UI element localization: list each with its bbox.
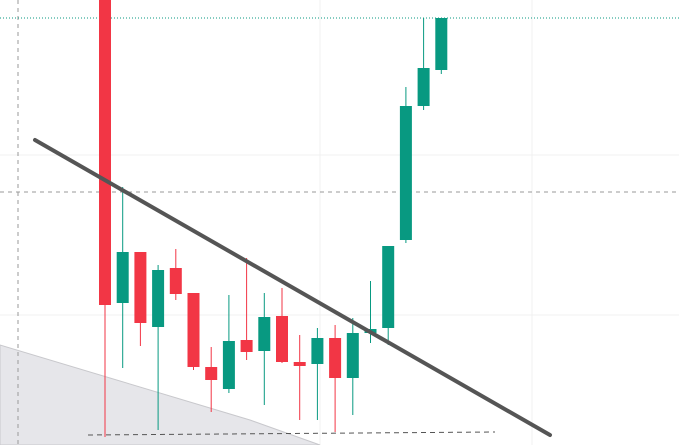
support-line <box>87 431 496 436</box>
candle-body <box>134 252 147 323</box>
candle-body <box>187 293 200 367</box>
candle-body <box>152 270 165 327</box>
candle-body <box>435 18 448 70</box>
candle-body <box>222 341 235 389</box>
candle-body <box>329 338 342 378</box>
candle-body <box>116 252 129 303</box>
trend-line <box>33 138 552 437</box>
shaded-zone <box>0 344 321 445</box>
candle-body <box>169 268 182 294</box>
candle-body <box>205 367 218 380</box>
candle-body <box>293 362 306 366</box>
candle-body <box>240 340 253 352</box>
candle-body <box>417 68 430 106</box>
candle-body <box>382 246 395 328</box>
candle-body <box>311 338 324 364</box>
candle-body <box>399 106 412 240</box>
candle-body <box>346 333 359 378</box>
candles <box>99 0 448 437</box>
candle-body <box>276 316 288 362</box>
candle-body <box>99 0 111 305</box>
candle-body <box>258 317 271 351</box>
